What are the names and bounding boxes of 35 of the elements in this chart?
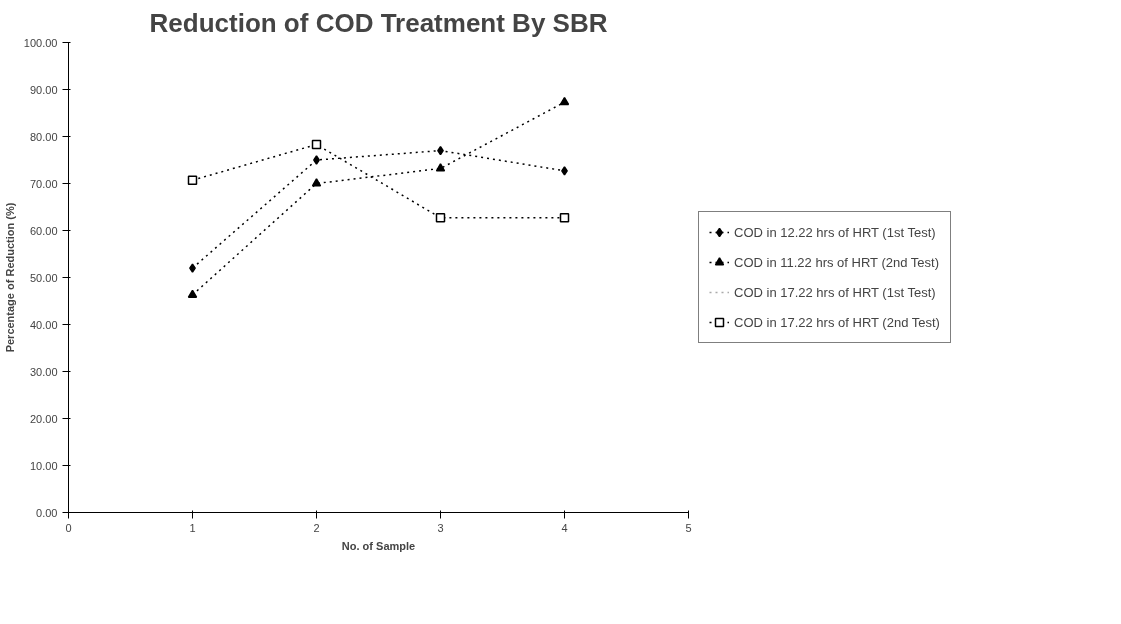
y-tick-label: 100.00: [23, 36, 58, 49]
point: [435, 163, 446, 172]
point: [311, 178, 322, 187]
point: [311, 139, 322, 150]
x-tick-label: 0: [65, 521, 72, 534]
point: [561, 166, 568, 176]
point: [189, 263, 196, 273]
legend-label: COD in 11.22 hrs of HRT (2nd Test): [734, 254, 939, 270]
y-tick-label: 90.00: [29, 83, 58, 96]
y-tick-label: 20.00: [29, 412, 58, 425]
point: [435, 213, 446, 223]
y-tick-label: 70.00: [29, 177, 58, 190]
x-tick-label: 4: [561, 521, 568, 534]
x-tick-label: 2: [313, 521, 320, 534]
point: [559, 96, 570, 106]
legend-label: COD in 17.22 hrs of HRT (2nd Test): [734, 314, 940, 330]
y-tick-label: 0.00: [36, 506, 58, 519]
point: [187, 175, 198, 185]
chart-title: Reduction of COD Treatment By SBR: [149, 7, 608, 38]
x-tick-label: 3: [437, 521, 444, 534]
point: [313, 155, 320, 165]
x-tick-label: 5: [685, 521, 692, 534]
point: [187, 289, 198, 298]
y-tick-label: 40.00: [29, 318, 58, 331]
y-tick-label: 60.00: [29, 224, 58, 237]
point: [559, 213, 570, 223]
y-axis-title: Percentage of Reduction (%): [3, 202, 16, 353]
y-tick-label: 30.00: [29, 365, 58, 378]
legend-label: COD in 12.22 hrs of HRT (1st Test): [734, 224, 936, 240]
y-tick-label: 50.00: [29, 271, 58, 284]
legend-label: COD in 17.22 hrs of HRT (1st Test): [734, 284, 936, 300]
x-tick-label: 1: [189, 521, 196, 534]
y-tick-label: 10.00: [29, 459, 58, 472]
x-axis-title: No. of Sample: [341, 539, 416, 552]
y-tick-label: 80.00: [29, 130, 58, 143]
